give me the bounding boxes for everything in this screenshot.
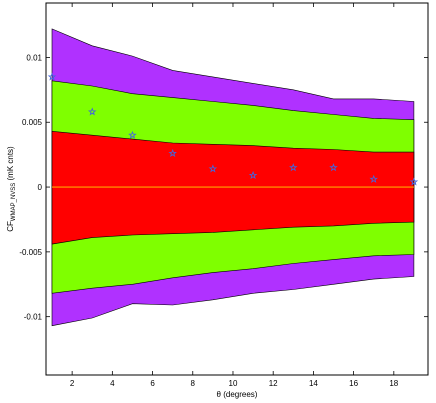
y-axis-label: CFWMAP_NVSS (mK cnts) [6,146,17,232]
plot-frame [45,2,429,376]
data-point [248,170,258,180]
axis-ticks: 2 4 6 8 10 12 14 16 18 -0.01 -0.005 0 0.005 0.01 [19,3,428,388]
data-point [168,148,177,157]
data-point [369,174,378,183]
x-tick-label: 14 [309,379,318,388]
x-tick-label: 16 [349,379,358,388]
x-tick-label: 8 [191,379,196,388]
y-axis-label-subscript: WMAP_NVSS [11,183,17,221]
confidence-bands [51,28,415,327]
data-point [128,130,137,139]
y-axis-label-units: (mK cnts) [6,146,15,183]
y-tick-label: -0.01 [24,313,43,322]
x-tick-label: 6 [150,379,155,388]
x-axis-label: θ (degrees) [217,390,258,399]
band-1sigma [51,130,415,245]
y-tick-label: 0 [38,183,43,192]
x-tick-label: 12 [269,379,278,388]
data-point [409,177,419,186]
data-point [208,164,218,173]
y-tick-label: 0.005 [22,118,43,127]
y-tick-label: 0.01 [26,53,42,62]
data-points [47,72,419,186]
x-tick-label: 10 [229,379,238,388]
data-point [329,163,338,172]
y-tick-label: -0.005 [19,248,42,257]
data-point [289,163,298,172]
data-point [87,107,97,116]
y-axis-label-base: CF [6,221,15,232]
data-point [47,72,57,81]
x-tick-label: 18 [389,379,398,388]
x-tick-label: 2 [70,379,75,388]
x-tick-label: 4 [110,379,115,388]
